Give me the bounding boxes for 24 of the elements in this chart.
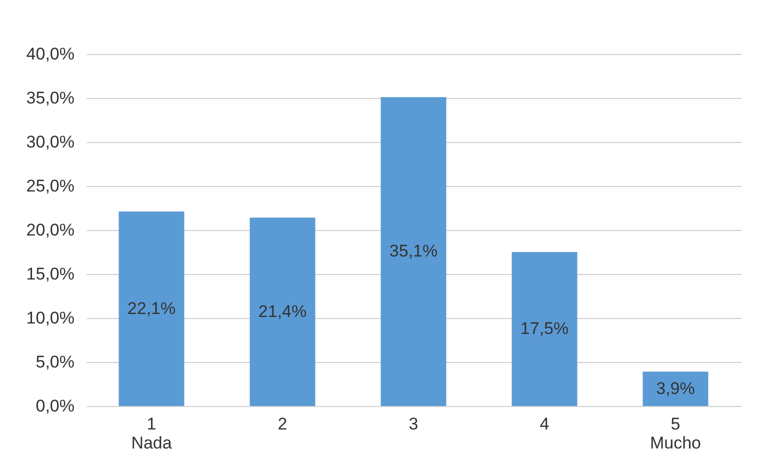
- y-tick-label: 25,0%: [26, 176, 74, 196]
- x-tick-label: 2: [278, 414, 288, 434]
- y-tick-label: 20,0%: [26, 220, 74, 240]
- data-label: 35,1%: [389, 242, 438, 261]
- y-tick-label: 40,0%: [26, 44, 74, 64]
- y-tick-label: 0,0%: [36, 396, 74, 416]
- bar: [642, 372, 708, 406]
- data-label: 21,4%: [258, 302, 307, 321]
- x-tick-label: 5 Mucho: [650, 414, 702, 452]
- y-tick-label: 5,0%: [36, 352, 74, 372]
- data-label: 17,5%: [520, 319, 569, 338]
- data-label: 22,1%: [127, 298, 176, 318]
- x-tick-label: 4: [540, 414, 550, 434]
- x-tick-label: 3: [408, 414, 418, 434]
- y-tick-label: 35,0%: [26, 88, 74, 108]
- bar: [380, 97, 446, 406]
- y-tick-label: 10,0%: [26, 308, 74, 328]
- y-tick-label: 30,0%: [26, 132, 74, 152]
- bar: [118, 212, 184, 406]
- x-tick-label: 1 Nada: [131, 414, 172, 452]
- bar: [250, 218, 316, 406]
- y-tick-label: 15,0%: [26, 264, 74, 284]
- bar: [512, 252, 578, 406]
- data-label: 3,9%: [656, 378, 695, 398]
